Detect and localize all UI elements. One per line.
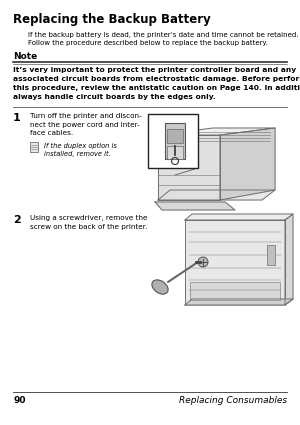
Text: 90: 90 <box>13 396 26 405</box>
Polygon shape <box>220 128 275 200</box>
Text: associated circuit boards from electrostatic damage. Before performing: associated circuit boards from electrost… <box>13 76 300 82</box>
Text: Turn off the printer and discon-: Turn off the printer and discon- <box>30 113 142 119</box>
Bar <box>30 142 38 152</box>
Text: Using a screwdriver, remove the: Using a screwdriver, remove the <box>30 215 148 221</box>
Text: Note: Note <box>13 52 37 61</box>
Circle shape <box>198 257 208 267</box>
Text: It’s very important to protect the printer controller board and any: It’s very important to protect the print… <box>13 67 296 73</box>
Bar <box>267 245 275 265</box>
Text: If the backup battery is dead, the printer’s date and time cannot be retained.: If the backup battery is dead, the print… <box>28 32 298 38</box>
Text: face cables.: face cables. <box>30 130 73 136</box>
Text: screw on the back of the printer.: screw on the back of the printer. <box>30 224 147 230</box>
Text: this procedure, review the antistatic caution on Page 140. In addition,: this procedure, review the antistatic ca… <box>13 85 300 91</box>
Text: Replacing the Backup Battery: Replacing the Backup Battery <box>13 13 211 26</box>
Polygon shape <box>185 214 293 220</box>
Bar <box>148 114 198 168</box>
Bar <box>185 220 285 305</box>
Bar <box>167 146 183 159</box>
Polygon shape <box>185 299 293 305</box>
Text: If the duplex option is: If the duplex option is <box>44 143 117 149</box>
Text: Replacing Consumables: Replacing Consumables <box>179 396 287 405</box>
Polygon shape <box>285 214 293 305</box>
Text: always handle circuit boards by the edges only.: always handle circuit boards by the edge… <box>13 94 216 100</box>
Polygon shape <box>155 202 235 210</box>
Text: installed, remove it.: installed, remove it. <box>44 151 111 157</box>
Bar <box>190 282 280 300</box>
Bar <box>167 129 183 143</box>
Polygon shape <box>158 128 275 135</box>
Text: 1: 1 <box>13 113 21 123</box>
Polygon shape <box>158 135 220 200</box>
Bar <box>165 123 185 159</box>
Ellipse shape <box>152 280 168 294</box>
Text: Follow the procedure described below to replace the backup battery.: Follow the procedure described below to … <box>28 40 268 46</box>
Text: nect the power cord and inter-: nect the power cord and inter- <box>30 122 140 127</box>
Text: 2: 2 <box>13 215 21 225</box>
Polygon shape <box>158 190 275 200</box>
